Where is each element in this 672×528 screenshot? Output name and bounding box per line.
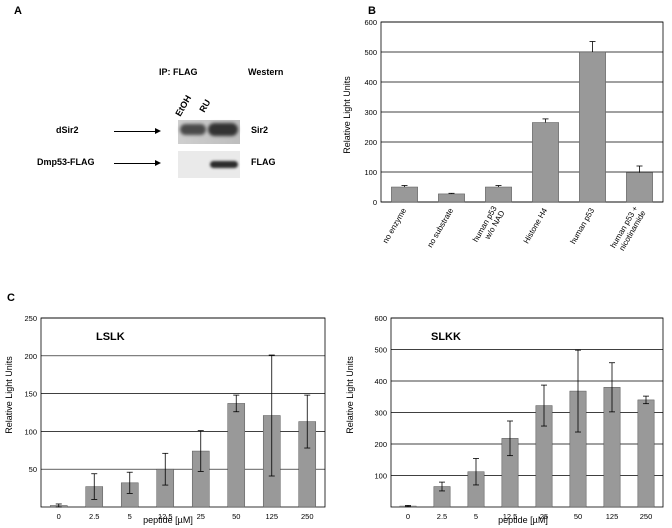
- chart-b-ytick-label: 300: [364, 108, 377, 117]
- chart-c2-ylabel: Relative Light Units: [345, 356, 355, 434]
- chart-b-bar: [579, 51, 606, 203]
- chart-c2-ytick-label: 300: [374, 409, 387, 418]
- chart-c1-category-label: 50: [232, 512, 240, 521]
- chart-b-ytick-label: 400: [364, 78, 377, 87]
- blot-flag: [178, 151, 240, 178]
- chart-c1-xlabel: peptide [µM]: [143, 515, 193, 525]
- arrow-dmp53-icon: [114, 158, 161, 168]
- western-header: Western: [248, 67, 284, 77]
- chart-b-ytick-label: 0: [373, 198, 377, 207]
- chart-c2-xlabel: peptide [µM]: [498, 515, 548, 525]
- row-label-dmp53: Dmp53-FLAG: [37, 157, 95, 167]
- chart-c1-ytick-label: 100: [24, 427, 37, 436]
- chart-c1-ytick-label: 50: [29, 465, 37, 474]
- chart-c1-category-label: 12.5: [158, 512, 173, 521]
- row-label-flag: FLAG: [251, 157, 276, 167]
- chart-c1-category-label: 25: [197, 512, 205, 521]
- chart-b-plot-frame: [380, 21, 664, 203]
- row-label-sir2: Sir2: [251, 125, 269, 135]
- chart-c2-category-label: 250: [640, 512, 653, 521]
- chart-c2-plot-frame: [390, 317, 664, 508]
- chart-c2-bar: [637, 399, 655, 508]
- chart-c2-ytick-label: 600: [374, 314, 387, 323]
- chart-b-ylabel: Relative Light Units: [342, 76, 352, 154]
- chart-b-bar: [532, 122, 559, 203]
- chart-c2-ytick-label: 500: [374, 346, 387, 355]
- chart-c2-title: SLKK: [431, 331, 461, 343]
- chart-c2-category-label: 2.5: [437, 512, 447, 521]
- chart-b-bar: [626, 172, 653, 203]
- ip-header: IP: FLAG: [159, 67, 198, 77]
- chart-c1-category-label: 5: [128, 512, 132, 521]
- chart-c1-plot-frame: [40, 317, 326, 508]
- chart-c1-ytick-label: 250: [24, 314, 37, 323]
- chart-c2-ytick-label: 200: [374, 440, 387, 449]
- chart-c1-ytick-label: 150: [24, 390, 37, 399]
- blot-sir2: [178, 120, 240, 144]
- chart-c1-category-label: 125: [265, 512, 278, 521]
- row-label-dsir2: dSir2: [56, 125, 79, 135]
- chart-c2-category-label: 5: [474, 512, 478, 521]
- panel-letter-c: C: [7, 292, 15, 304]
- panel-letter-a: A: [14, 5, 22, 17]
- panel-letter-b: B: [368, 5, 376, 17]
- chart-b-ytick-label: 600: [364, 18, 377, 27]
- chart-c2-ytick-label: 100: [374, 472, 387, 481]
- chart-b-ytick-label: 100: [364, 168, 377, 177]
- arrow-dsir2-icon: [114, 126, 161, 136]
- chart-c1-ylabel: Relative Light Units: [4, 356, 14, 434]
- chart-c2-category-label: 50: [574, 512, 582, 521]
- chart-c2-category-label: 12.5: [503, 512, 518, 521]
- chart-b-ytick-label: 200: [364, 138, 377, 147]
- chart-c1-ytick-label: 200: [24, 352, 37, 361]
- chart-c2-category-label: 0: [406, 512, 410, 521]
- chart-b-ytick-label: 500: [364, 48, 377, 57]
- chart-c2-ytick-label: 400: [374, 377, 387, 386]
- chart-c2-category-label: 125: [606, 512, 619, 521]
- chart-c1-category-label: 2.5: [89, 512, 99, 521]
- chart-c1-title: LSLK: [96, 331, 125, 343]
- chart-c2-category-label: 25: [540, 512, 548, 521]
- chart-c1-category-label: 250: [301, 512, 314, 521]
- chart-c1-category-label: 0: [57, 512, 61, 521]
